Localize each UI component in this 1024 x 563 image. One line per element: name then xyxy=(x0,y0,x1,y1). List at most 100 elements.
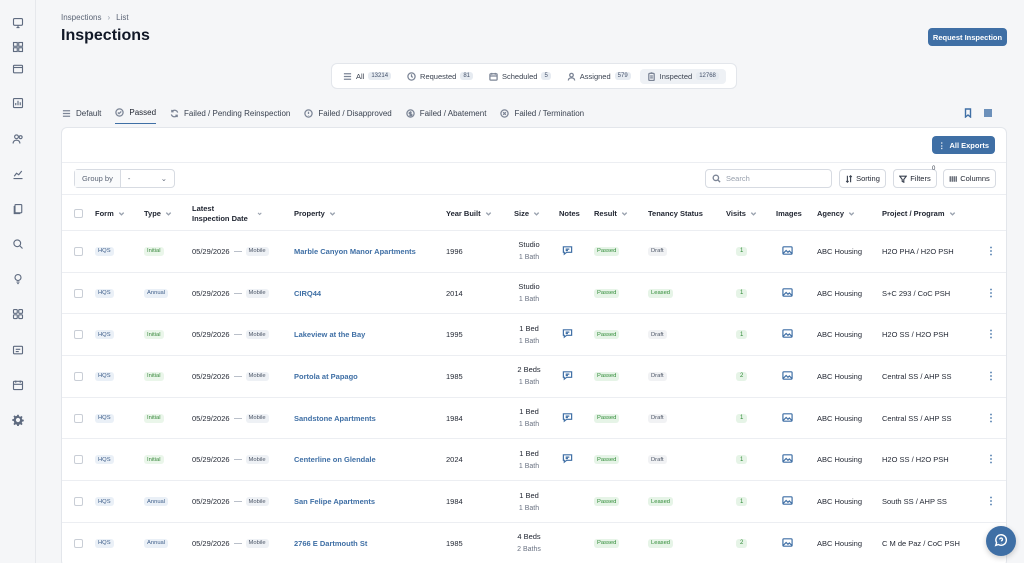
column-header-visits[interactable]: Visits xyxy=(726,195,757,232)
row-checkbox[interactable] xyxy=(74,538,83,548)
column-header-project[interactable]: Project / Program xyxy=(882,195,956,232)
column-header-form[interactable]: Form xyxy=(95,195,125,232)
property-link[interactable]: Sandstone Apartments xyxy=(294,413,376,423)
cell-type: Initial xyxy=(144,398,164,439)
tab-all[interactable]: All 13214 xyxy=(336,69,398,84)
row-checkbox[interactable] xyxy=(74,497,83,507)
archive-icon[interactable] xyxy=(11,62,25,76)
sorting-button[interactable]: Sorting xyxy=(839,169,886,188)
column-header-result[interactable]: Result xyxy=(594,195,628,232)
notes-icon[interactable] xyxy=(562,453,573,466)
row-menu-icon[interactable]: ⋮ xyxy=(986,496,996,508)
analytics-icon[interactable] xyxy=(11,167,25,181)
date-text: 05/29/2026 xyxy=(192,497,230,507)
row-menu-icon[interactable]: ⋮ xyxy=(986,370,996,382)
search-input[interactable]: Search xyxy=(705,169,832,188)
table-row[interactable]: HQS Annual 05/29/2026 Mobile 2766 E Dartmout… xyxy=(62,523,1006,563)
cell-images xyxy=(782,231,793,272)
image-icon[interactable] xyxy=(782,245,793,258)
documents-icon[interactable] xyxy=(11,202,25,216)
column-header-property[interactable]: Property xyxy=(294,195,336,232)
bookmark-icon[interactable] xyxy=(963,108,973,118)
row-checkbox[interactable] xyxy=(74,371,83,381)
group-by-select[interactable]: Group by - ⌄ xyxy=(74,169,175,188)
breadcrumb-root[interactable]: Inspections xyxy=(61,13,102,22)
column-header-date[interactable]: Latest Inspection Date xyxy=(192,195,262,232)
cell-year: 1984 xyxy=(446,481,463,522)
property-link[interactable]: Portola at Papago xyxy=(294,371,358,381)
table-row[interactable]: HQS Initial 05/29/2026 Mobile Portola at Pap… xyxy=(62,356,1006,398)
row-checkbox[interactable] xyxy=(74,288,83,298)
column-header-type[interactable]: Type xyxy=(144,195,172,232)
monitor-icon[interactable] xyxy=(11,16,25,30)
notes-icon[interactable] xyxy=(562,370,573,383)
filters-button[interactable]: Filters xyxy=(893,169,937,188)
checkbox[interactable] xyxy=(74,209,83,218)
type-badge: Annual xyxy=(144,288,169,298)
users-icon[interactable] xyxy=(11,132,25,146)
menu-icon[interactable] xyxy=(983,108,993,118)
tab-scheduled[interactable]: Scheduled 5 xyxy=(482,69,558,84)
table-row[interactable]: HQS Annual 05/29/2026 Mobile CIRQ44 2014 Studi… xyxy=(62,273,1006,315)
image-icon[interactable] xyxy=(782,495,793,508)
chart-icon[interactable] xyxy=(11,96,25,110)
filter-tab-failed-abatement[interactable]: Failed / Abatement xyxy=(405,107,486,124)
row-checkbox[interactable] xyxy=(74,413,83,423)
filter-tab-passed[interactable]: Passed xyxy=(115,106,157,124)
columns-button[interactable]: Columns xyxy=(943,169,996,188)
notes-icon[interactable] xyxy=(562,412,573,425)
table-row[interactable]: HQS Initial 05/29/2026 Mobile Marble Canyon … xyxy=(62,231,1006,273)
tenancy-badge: Draft xyxy=(648,455,667,465)
column-header-agency[interactable]: Agency xyxy=(817,195,855,232)
all-exports-button[interactable]: ⋮ All Exports xyxy=(932,136,995,154)
image-icon[interactable] xyxy=(782,328,793,341)
grid-icon[interactable] xyxy=(11,307,25,321)
tab-requested[interactable]: Requested 81 xyxy=(400,69,480,84)
image-icon[interactable] xyxy=(782,412,793,425)
row-menu-icon[interactable]: ⋮ xyxy=(986,412,996,424)
property-link[interactable]: CIRQ44 xyxy=(294,288,322,298)
filter-tab-failed-termination[interactable]: Failed / Termination xyxy=(500,107,584,124)
table-row[interactable]: HQS Annual 05/29/2026 Mobile San Felipe Apar… xyxy=(62,481,1006,523)
table-row[interactable]: HQS Initial 05/29/2026 Mobile Sandstone Apar… xyxy=(62,398,1006,440)
image-icon[interactable] xyxy=(782,370,793,383)
column-header-year[interactable]: Year Built xyxy=(446,195,492,232)
settings-icon[interactable] xyxy=(11,413,25,427)
id-card-icon[interactable] xyxy=(11,343,25,357)
tab-inspected[interactable]: Inspected 12768 xyxy=(639,68,726,84)
filter-tab-failed-disapproved[interactable]: Failed / Disapproved xyxy=(304,107,392,124)
help-chat-button[interactable] xyxy=(986,526,1016,556)
search-icon[interactable] xyxy=(11,237,25,251)
row-menu-icon[interactable]: ⋮ xyxy=(986,245,996,257)
notes-icon[interactable] xyxy=(562,328,573,341)
column-header-size[interactable]: Size xyxy=(514,195,540,232)
tab-assigned[interactable]: Assigned 579 xyxy=(560,69,638,84)
property-link[interactable]: Lakeview at the Bay xyxy=(294,330,366,340)
row-checkbox[interactable] xyxy=(74,330,83,340)
image-icon[interactable] xyxy=(782,287,793,300)
header-label: Property xyxy=(294,209,325,218)
request-inspection-button[interactable]: Request Inspection xyxy=(928,28,1007,46)
lightbulb-icon[interactable] xyxy=(11,272,25,286)
cell-tenancy: Leased xyxy=(648,273,674,314)
row-checkbox[interactable] xyxy=(74,455,83,465)
row-menu-icon[interactable]: ⋮ xyxy=(986,454,996,466)
property-link[interactable]: 2766 E Dartmouth St xyxy=(294,538,368,548)
filter-tab-default[interactable]: Default xyxy=(62,107,101,124)
dashboard-icon[interactable] xyxy=(11,40,25,54)
property-link[interactable]: Centerline on Glendale xyxy=(294,455,376,465)
cell-tenancy: Draft xyxy=(648,314,667,355)
row-menu-icon[interactable]: ⋮ xyxy=(986,287,996,299)
image-icon[interactable] xyxy=(782,453,793,466)
calendar-icon[interactable] xyxy=(11,378,25,392)
row-checkbox[interactable] xyxy=(74,246,83,256)
filter-tab-failed-pending[interactable]: Failed / Pending Reinspection xyxy=(170,107,290,124)
image-icon[interactable] xyxy=(782,537,793,550)
notes-icon[interactable] xyxy=(562,245,573,258)
property-link[interactable]: Marble Canyon Manor Apartments xyxy=(294,246,416,256)
table-row[interactable]: HQS Initial 05/29/2026 Mobile Lakeview at th… xyxy=(62,314,1006,357)
select-all-checkbox[interactable] xyxy=(74,195,83,232)
row-menu-icon[interactable]: ⋮ xyxy=(986,329,996,341)
property-link[interactable]: San Felipe Apartments xyxy=(294,497,375,507)
table-row[interactable]: HQS Initial 05/29/2026 Mobile Centerline on … xyxy=(62,440,1006,482)
